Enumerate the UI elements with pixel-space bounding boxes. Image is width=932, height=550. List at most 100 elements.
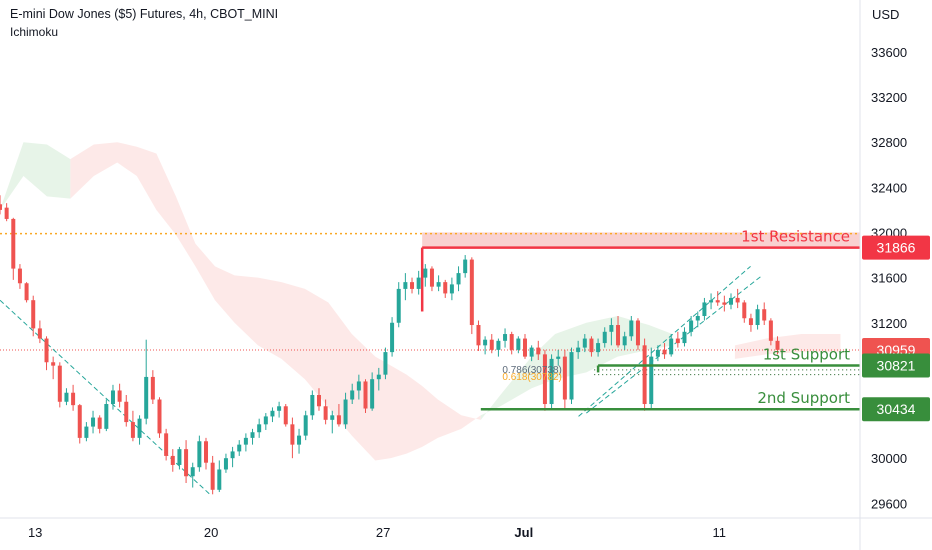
candle-body[interactable]: [449, 284, 454, 294]
candle-body[interactable]: [635, 320, 640, 346]
candle-body[interactable]: [429, 268, 434, 287]
candle-body[interactable]: [576, 347, 581, 353]
candle-body[interactable]: [403, 282, 408, 289]
candle-body[interactable]: [370, 379, 375, 409]
candle-body[interactable]: [616, 325, 621, 346]
candle-body[interactable]: [410, 282, 415, 289]
candle-body[interactable]: [237, 444, 242, 452]
candle-body[interactable]: [356, 381, 361, 391]
candle-body[interactable]: [742, 302, 747, 319]
candle-body[interactable]: [376, 374, 381, 380]
candle-body[interactable]: [0, 204, 2, 210]
candle-body[interactable]: [77, 405, 82, 438]
trend-line[interactable]: [578, 265, 751, 417]
candle-body[interactable]: [383, 352, 388, 375]
candle-body[interactable]: [110, 390, 115, 405]
candle-body[interactable]: [64, 392, 69, 402]
candle-body[interactable]: [117, 390, 122, 402]
candle-body[interactable]: [157, 399, 162, 434]
candle-body[interactable]: [702, 302, 707, 316]
candle-body[interactable]: [675, 338, 680, 344]
candle-body[interactable]: [489, 339, 494, 350]
candle-body[interactable]: [31, 300, 36, 329]
candle-body[interactable]: [277, 406, 282, 411]
price-tag[interactable]: [862, 353, 930, 378]
candle-body[interactable]: [330, 415, 335, 420]
price-tag[interactable]: [862, 397, 930, 422]
candle-body[interactable]: [735, 297, 740, 303]
candle-body[interactable]: [556, 356, 561, 359]
candle-body[interactable]: [396, 288, 401, 323]
candle-body[interactable]: [589, 338, 594, 353]
candle-body[interactable]: [297, 435, 302, 445]
candle-body[interactable]: [57, 365, 62, 402]
candle-body[interactable]: [210, 462, 215, 490]
candle-body[interactable]: [223, 458, 228, 470]
currency-label[interactable]: USD: [872, 7, 900, 22]
candle-body[interactable]: [250, 432, 255, 438]
candle-body[interactable]: [350, 390, 355, 400]
candle-body[interactable]: [124, 401, 129, 423]
candle-body[interactable]: [51, 362, 56, 366]
candle-body[interactable]: [775, 340, 780, 350]
candle-body[interactable]: [44, 338, 49, 363]
candle-body[interactable]: [689, 320, 694, 332]
candle-body[interactable]: [177, 449, 182, 465]
candle-body[interactable]: [582, 338, 587, 348]
candle-body[interactable]: [217, 469, 222, 490]
candle-body[interactable]: [649, 356, 654, 405]
candle-body[interactable]: [336, 415, 341, 425]
candle-body[interactable]: [436, 282, 441, 287]
candle-body[interactable]: [150, 376, 155, 400]
candle-body[interactable]: [263, 416, 268, 425]
candle-body[interactable]: [390, 322, 395, 353]
candle-body[interactable]: [323, 406, 328, 420]
candle-body[interactable]: [542, 354, 547, 405]
candle-body[interactable]: [456, 273, 461, 285]
candle-body[interactable]: [243, 437, 248, 445]
candle-body[interactable]: [768, 320, 773, 341]
candle-body[interactable]: [609, 325, 614, 332]
candle-body[interactable]: [197, 441, 202, 468]
candle-body[interactable]: [655, 349, 660, 357]
candle-body[interactable]: [496, 340, 501, 350]
candle-body[interactable]: [71, 392, 76, 406]
candle-body[interactable]: [602, 331, 607, 344]
candle-body[interactable]: [682, 331, 687, 344]
candle-body[interactable]: [37, 328, 42, 339]
candle-body[interactable]: [509, 334, 514, 350]
candle-body[interactable]: [184, 449, 189, 477]
candle-body[interactable]: [569, 352, 574, 400]
candle-body[interactable]: [629, 320, 634, 337]
candle-body[interactable]: [549, 358, 554, 405]
candle-body[interactable]: [24, 283, 29, 301]
candle-body[interactable]: [669, 338, 674, 355]
candle-body[interactable]: [729, 297, 733, 305]
candle-body[interactable]: [709, 300, 714, 303]
candle-body[interactable]: [762, 309, 767, 321]
candle-body[interactable]: [503, 334, 508, 341]
candle-body[interactable]: [303, 415, 308, 436]
candle-body[interactable]: [190, 467, 195, 477]
candle-body[interactable]: [755, 309, 760, 326]
candle-body[interactable]: [4, 207, 9, 219]
candle-body[interactable]: [516, 338, 521, 350]
candle-body[interactable]: [270, 410, 275, 417]
candle-body[interactable]: [230, 451, 235, 459]
candle-body[interactable]: [443, 282, 448, 294]
candle-body[interactable]: [104, 404, 109, 429]
candle-body[interactable]: [695, 315, 700, 321]
candle-body[interactable]: [748, 318, 753, 326]
candle-body[interactable]: [316, 394, 321, 407]
candle-body[interactable]: [310, 394, 315, 416]
candle-body[interactable]: [642, 345, 647, 405]
candle-body[interactable]: [529, 347, 534, 357]
candle-body[interactable]: [722, 302, 727, 305]
candle-body[interactable]: [416, 277, 421, 289]
indicator-label[interactable]: Ichimoku: [10, 25, 59, 39]
candle-body[interactable]: [283, 406, 288, 425]
price-tag[interactable]: [862, 235, 930, 260]
candle-body[interactable]: [423, 268, 428, 278]
candle-body[interactable]: [715, 300, 720, 303]
